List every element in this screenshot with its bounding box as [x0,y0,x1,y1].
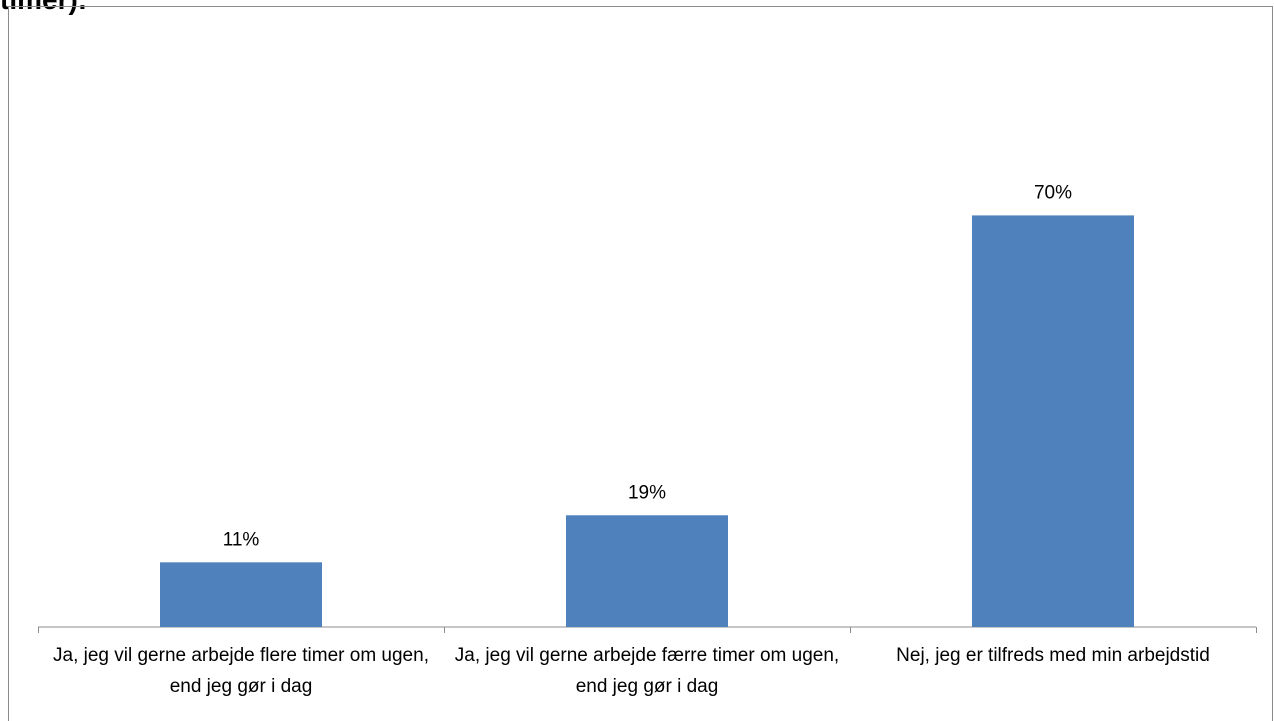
x-axis-ticks [38,627,1257,633]
plot-area-frame [8,6,1273,721]
data-label: 70% [1034,182,1072,203]
bar-series [160,215,1134,627]
category-label: Ja, jeg vil gerne arbejde færre timer om… [454,645,840,697]
category-label: Nej, jeg er tilfreds med min arbejdstid [896,645,1210,666]
data-label: 19% [628,482,666,503]
bar [566,515,728,627]
bar [160,562,322,627]
bar [972,215,1134,627]
data-labels: 11% 19% 70% [223,182,1072,550]
data-label: 11% [223,529,260,550]
category-label: Ja, jeg vil gerne arbejde flere timer om… [53,645,429,697]
